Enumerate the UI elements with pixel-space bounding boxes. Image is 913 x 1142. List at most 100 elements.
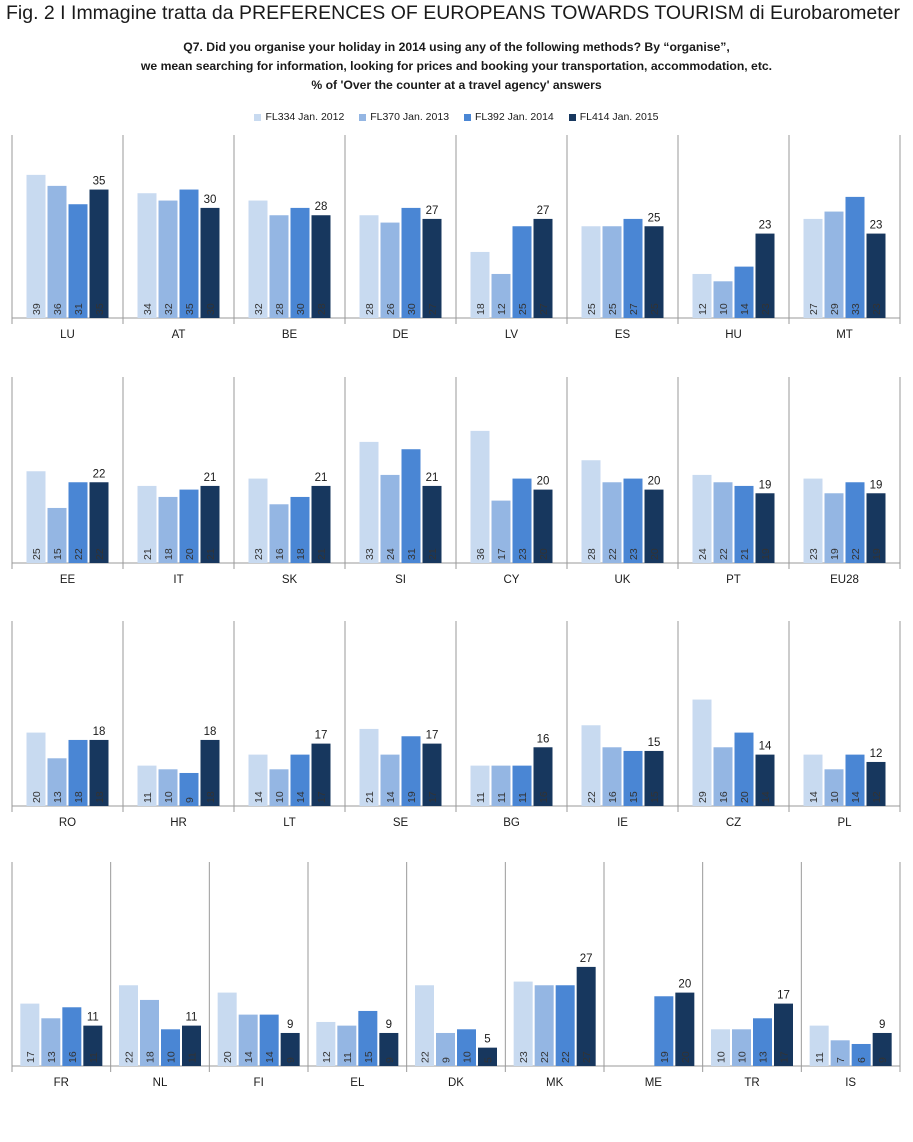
bar-be-series-1 bbox=[248, 200, 268, 318]
country-label: ME bbox=[645, 1077, 663, 1089]
bar-value-label: 11 bbox=[517, 792, 529, 803]
data-label-2015: 5 bbox=[484, 1034, 490, 1046]
legend-label: FL334 Jan. 2012 bbox=[265, 111, 345, 123]
bar-lu-series-3 bbox=[68, 204, 88, 318]
bar-pl-series-4 bbox=[866, 761, 886, 806]
data-label-2015: 15 bbox=[648, 737, 661, 749]
bar-value-label: 5 bbox=[483, 1057, 495, 1063]
bar-hr-series-2 bbox=[158, 769, 178, 806]
bar-nl-series-3 bbox=[161, 1029, 180, 1066]
bar-value-label: 21 bbox=[364, 791, 376, 803]
country-label: PL bbox=[837, 817, 852, 829]
bar-it-series-4 bbox=[200, 485, 220, 563]
data-label-2015: 22 bbox=[93, 468, 106, 480]
bar-value-label: 12 bbox=[697, 303, 709, 315]
legend-swatch bbox=[359, 113, 367, 121]
bar-me-series-3 bbox=[654, 996, 674, 1066]
bar-value-label: 16 bbox=[607, 791, 619, 803]
data-label-2015: 19 bbox=[759, 479, 772, 491]
country-label: FI bbox=[254, 1077, 264, 1089]
bar-sk-series-1 bbox=[248, 478, 268, 563]
bar-ro-series-2 bbox=[47, 758, 67, 806]
data-label-2015: 11 bbox=[87, 1012, 99, 1024]
bar-lt-series-4 bbox=[311, 743, 331, 806]
bar-si-series-2 bbox=[380, 474, 400, 563]
bar-value-label: 23 bbox=[518, 1051, 530, 1063]
bar-value-label: 32 bbox=[253, 303, 265, 315]
bar-lt-series-3 bbox=[290, 754, 310, 806]
bar-si-series-1 bbox=[359, 441, 379, 563]
bar-value-label: 11 bbox=[342, 1052, 354, 1063]
country-label: EE bbox=[60, 574, 76, 586]
data-label-2015: 18 bbox=[93, 726, 106, 738]
bar-fr-series-3 bbox=[62, 1007, 82, 1066]
country-label: DE bbox=[393, 329, 409, 341]
bar-value-label: 15 bbox=[628, 791, 640, 803]
bar-value-label: 17 bbox=[427, 791, 439, 803]
country-label: IE bbox=[617, 817, 628, 829]
bar-ro-series-4 bbox=[89, 739, 109, 806]
bar-value-label: 19 bbox=[659, 1051, 671, 1063]
legend-swatch bbox=[568, 113, 576, 121]
country-label: FR bbox=[54, 1077, 69, 1089]
bar-el-series-1 bbox=[316, 1021, 336, 1066]
data-label-2015: 35 bbox=[93, 176, 106, 188]
bar-value-label: 27 bbox=[808, 303, 820, 315]
bar-it-series-1 bbox=[137, 485, 157, 563]
bar-fi-series-1 bbox=[217, 992, 237, 1066]
bar-cy-series-1 bbox=[470, 430, 490, 563]
bar-value-label: 11 bbox=[187, 1052, 199, 1063]
country-label: EU28 bbox=[830, 574, 859, 586]
bar-ie-series-2 bbox=[602, 747, 622, 806]
bar-value-label: 13 bbox=[52, 791, 64, 803]
bar-lt-series-2 bbox=[269, 769, 289, 806]
bar-cz-series-2 bbox=[713, 747, 733, 806]
bar-value-label: 10 bbox=[716, 1051, 728, 1063]
bar-lv-series-4 bbox=[533, 218, 553, 318]
bar-cz-series-4 bbox=[755, 754, 775, 806]
bar-value-label: 11 bbox=[496, 792, 508, 803]
bar-mk-series-4 bbox=[576, 966, 596, 1066]
bar-value-label: 33 bbox=[364, 548, 376, 560]
bar-mk-series-3 bbox=[555, 985, 575, 1066]
bar-nl-series-4 bbox=[182, 1025, 201, 1066]
bar-ie-series-4 bbox=[644, 750, 664, 806]
bar-value-label: 22 bbox=[560, 1051, 572, 1063]
bar-bg-series-2 bbox=[491, 765, 511, 806]
bar-value-label: 19 bbox=[406, 791, 418, 803]
country-label: IS bbox=[845, 1077, 856, 1089]
bar-value-label: 20 bbox=[680, 1051, 692, 1063]
data-label-2015: 30 bbox=[204, 194, 217, 206]
bar-value-label: 27 bbox=[538, 303, 550, 315]
bar-de-series-4 bbox=[422, 218, 442, 318]
bar-cz-series-1 bbox=[692, 699, 712, 806]
country-label: BG bbox=[503, 817, 520, 829]
bar-it-series-2 bbox=[158, 496, 178, 563]
country-label: BE bbox=[282, 329, 298, 341]
bar-value-label: 25 bbox=[586, 303, 598, 315]
bar-value-label: 19 bbox=[760, 548, 772, 560]
bar-ee-series-4 bbox=[89, 482, 109, 563]
bar-value-label: 18 bbox=[295, 548, 307, 560]
bar-hr-series-1 bbox=[137, 765, 157, 806]
country-label: ES bbox=[615, 329, 631, 341]
bar-hu-series-3 bbox=[734, 266, 754, 318]
country-label: DK bbox=[448, 1077, 464, 1089]
bar-pt-series-3 bbox=[734, 485, 754, 563]
data-label-2015: 23 bbox=[759, 220, 772, 232]
bar-be-series-4 bbox=[311, 215, 331, 318]
bar-lu-series-1 bbox=[26, 174, 46, 318]
bar-value-label: 14 bbox=[295, 791, 307, 803]
bar-ro-series-3 bbox=[68, 739, 88, 806]
bar-value-label: 22 bbox=[539, 1051, 551, 1063]
bar-value-label: 7 bbox=[835, 1057, 847, 1063]
bar-value-label: 36 bbox=[475, 548, 487, 560]
bar-value-label: 10 bbox=[274, 791, 286, 803]
bar-value-label: 22 bbox=[94, 548, 106, 560]
bar-eu28-series-1 bbox=[803, 478, 823, 563]
data-label-2015: 27 bbox=[580, 953, 593, 965]
bar-si-series-4 bbox=[422, 485, 442, 563]
data-label-2015: 19 bbox=[870, 479, 883, 491]
bar-ie-series-3 bbox=[623, 750, 643, 806]
